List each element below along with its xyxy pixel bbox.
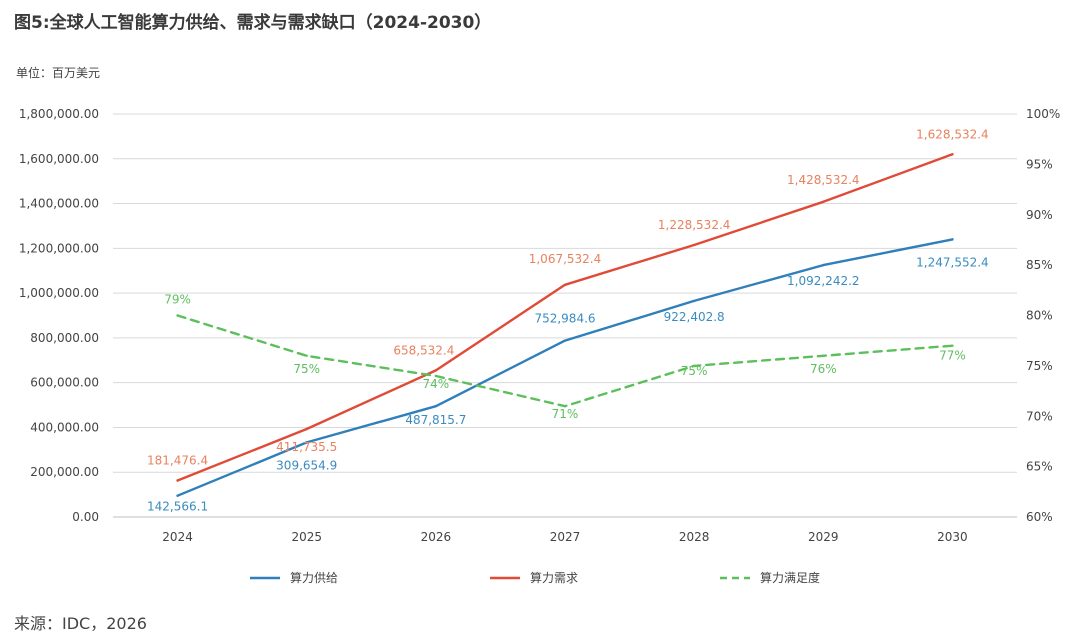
data-label-satisfaction: 71% bbox=[552, 407, 579, 421]
data-label-supply: 1,247,552.4 bbox=[916, 255, 989, 269]
data-point-satisfaction bbox=[951, 344, 954, 347]
y-left-tick-label: 800,000.00 bbox=[30, 331, 99, 345]
data-point-supply bbox=[434, 404, 438, 408]
data-point-satisfaction bbox=[692, 364, 696, 368]
y-left-tick-label: 1,600,000.00 bbox=[19, 152, 99, 166]
y-left-tick-label: 1,800,000.00 bbox=[19, 107, 99, 121]
data-label-demand: 658,532.4 bbox=[393, 343, 454, 357]
data-point-supply bbox=[563, 339, 567, 342]
data-label-supply: 1,092,242.2 bbox=[787, 274, 860, 288]
data-point-satisfaction bbox=[822, 354, 825, 357]
data-point-supply bbox=[305, 441, 308, 444]
x-tick-label: 2026 bbox=[421, 530, 452, 544]
data-label-satisfaction: 77% bbox=[939, 349, 966, 363]
data-point-demand bbox=[951, 153, 954, 156]
y-left-tick-label: 600,000.00 bbox=[30, 376, 99, 390]
y-left-tick-label: 1,400,000.00 bbox=[19, 197, 99, 211]
legend-label-supply: 算力供给 bbox=[290, 570, 338, 585]
data-point-demand bbox=[434, 369, 438, 372]
data-point-satisfaction bbox=[176, 314, 179, 317]
y-right-tick-label: 65% bbox=[1026, 460, 1053, 474]
y-right-tick-label: 60% bbox=[1026, 510, 1053, 524]
x-tick-label: 2025 bbox=[291, 530, 322, 544]
x-tick-label: 2029 bbox=[808, 530, 839, 544]
data-label-demand: 1,628,532.4 bbox=[916, 127, 989, 141]
x-tick-label: 2027 bbox=[550, 530, 581, 544]
source-note: 来源：IDC，2026 bbox=[14, 614, 147, 633]
data-point-supply bbox=[951, 238, 954, 241]
data-label-satisfaction: 76% bbox=[810, 362, 837, 376]
legend-label-satisfaction: 算力满足度 bbox=[760, 570, 820, 585]
data-point-demand bbox=[563, 283, 567, 287]
data-point-satisfaction bbox=[434, 374, 438, 378]
legend-label-demand: 算力需求 bbox=[530, 570, 578, 585]
data-point-satisfaction bbox=[563, 404, 567, 408]
data-label-demand: 1,228,532.4 bbox=[658, 218, 731, 232]
y-right-tick-label: 80% bbox=[1026, 309, 1053, 323]
y-left-tick-label: 1,200,000.00 bbox=[19, 241, 99, 255]
data-point-demand bbox=[305, 427, 308, 431]
y-right-tick-label: 90% bbox=[1026, 208, 1053, 222]
data-label-supply: 487,815.7 bbox=[405, 413, 466, 427]
data-label-demand: 1,067,532.4 bbox=[529, 252, 602, 266]
data-point-satisfaction bbox=[305, 354, 308, 357]
y-right-tick-label: 95% bbox=[1026, 157, 1053, 171]
y-left-tick-label: 0.00 bbox=[72, 510, 99, 524]
y-right-tick-label: 85% bbox=[1026, 258, 1053, 272]
data-point-supply bbox=[822, 263, 825, 267]
line-chart: 0.00 200,000.00 400,000.00 600,000.00 800,00… bbox=[19, 107, 1060, 585]
data-label-supply: 142,566.1 bbox=[147, 500, 208, 514]
y-right-tick-label: 75% bbox=[1026, 359, 1053, 373]
chart-title: 图5:全球人工智能算力供给、需求与需求缺口（2024-2030） bbox=[14, 13, 492, 33]
x-tick-label: 2024 bbox=[162, 530, 193, 544]
x-tick-label: 2028 bbox=[679, 530, 710, 544]
y-right-tick-label: 70% bbox=[1026, 409, 1053, 423]
data-label-satisfaction: 75% bbox=[293, 362, 320, 376]
y-left-tick-label: 1,000,000.00 bbox=[19, 286, 99, 300]
data-label-supply: 309,654.9 bbox=[276, 458, 337, 472]
unit-label: 单位：百万美元 bbox=[16, 66, 101, 80]
y-left-tick-label: 400,000.00 bbox=[30, 420, 99, 434]
data-label-supply: 752,984.6 bbox=[534, 312, 595, 326]
y-left-tick-label: 200,000.00 bbox=[30, 465, 99, 479]
data-label-demand: 181,476.4 bbox=[147, 454, 208, 468]
data-point-demand bbox=[692, 243, 696, 247]
data-label-demand: 411,735.5 bbox=[276, 440, 337, 454]
data-point-supply bbox=[692, 299, 696, 303]
x-tick-label: 2030 bbox=[937, 530, 968, 544]
data-label-satisfaction: 75% bbox=[681, 364, 708, 378]
data-point-supply bbox=[176, 494, 179, 497]
data-point-demand bbox=[822, 200, 825, 203]
y-right-tick-label: 100% bbox=[1026, 107, 1060, 121]
data-point-demand bbox=[176, 479, 179, 482]
data-label-satisfaction: 79% bbox=[164, 293, 191, 307]
data-label-satisfaction: 74% bbox=[423, 377, 450, 391]
data-label-demand: 1,428,532.4 bbox=[787, 173, 860, 187]
data-label-supply: 922,402.8 bbox=[664, 310, 725, 324]
